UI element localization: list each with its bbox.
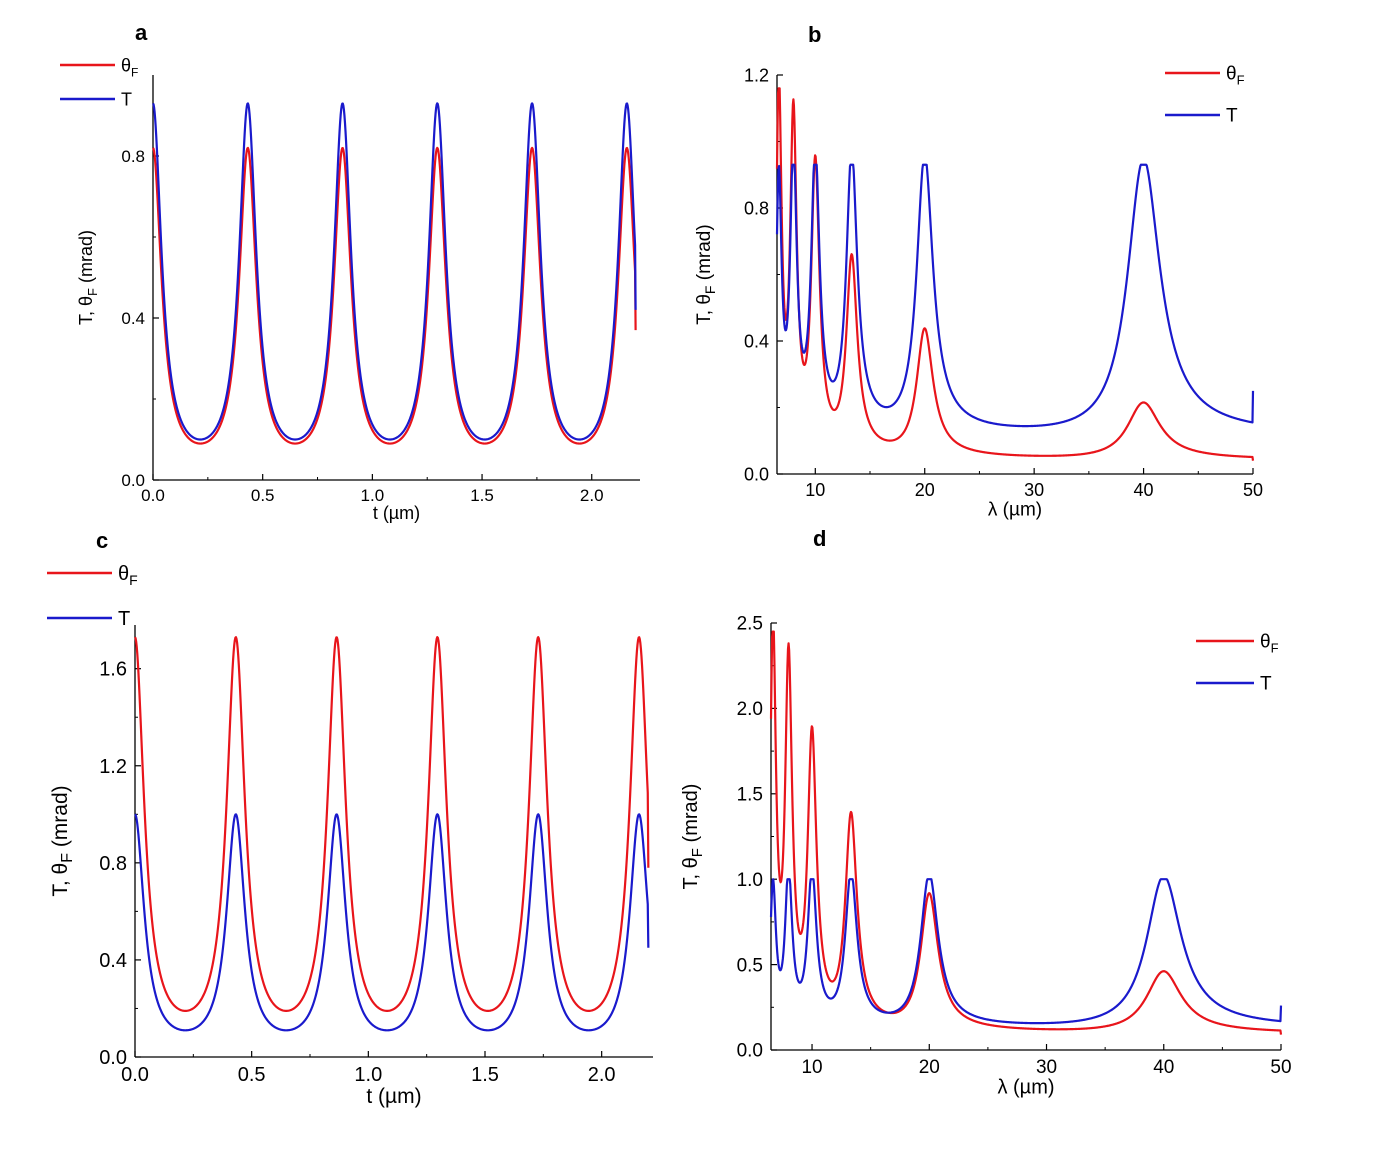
x-axis-title: t (µm) <box>373 503 420 523</box>
y-tick-label: 0.4 <box>121 309 145 328</box>
series-line-theta-f <box>769 630 1283 1035</box>
y-tick-label: 0.8 <box>121 147 145 166</box>
panel-a: a 0.0 0.4 0.8 0.0 0.5 1.0 1.5 2.0 t (µm) T, θF (mr… <box>60 20 640 523</box>
series-line-theta-f <box>775 87 1255 461</box>
x-axis-title: t (µm) <box>366 1085 421 1108</box>
y-axis-title-prefix: T, θ <box>49 863 72 897</box>
x-tick-label: 10 <box>801 1057 822 1078</box>
y-tick-label: 1.0 <box>737 870 763 891</box>
series-line-t <box>134 813 650 1032</box>
y-axis-title-suffix: (mrad) <box>694 224 715 285</box>
y-axis-title: T, θF (mrad) <box>694 224 718 324</box>
legend-label-t: T <box>118 608 130 630</box>
x-axis-title: λ (µm) <box>997 1077 1054 1099</box>
y-axis-title-sub: F <box>689 848 706 857</box>
x-tick-label: 2.0 <box>580 486 604 505</box>
y-tick-label: 2.0 <box>737 699 763 720</box>
x-tick-label: 30 <box>1036 1057 1057 1078</box>
x-tick-label: 1.0 <box>354 1064 382 1086</box>
x-tick-label: 50 <box>1270 1057 1291 1078</box>
series-line-t <box>152 102 637 441</box>
y-axis-title-prefix: T, θ <box>76 296 96 325</box>
legend-label-theta-f: θF <box>121 55 138 79</box>
series-line-theta-f <box>134 636 650 1012</box>
legend-label-theta-f: θF <box>1226 64 1245 88</box>
y-tick-label: 0.8 <box>99 853 127 875</box>
panel-letter-b: b <box>808 22 821 47</box>
y-axis-title-suffix: (mrad) <box>76 230 96 288</box>
y-tick-label: 0.5 <box>737 955 763 976</box>
x-tick-label: 0.5 <box>251 486 275 505</box>
x-tick-label: 30 <box>1024 480 1044 500</box>
y-axis-title-prefix: T, θ <box>680 857 702 889</box>
legend-label-theta-f: θF <box>118 563 138 588</box>
legend-label-theta-f: θF <box>1260 632 1279 656</box>
y-tick-label: 1.2 <box>99 756 127 778</box>
series-line-theta-f <box>152 146 637 445</box>
panel-letter-d: d <box>813 526 826 551</box>
y-axis-title-sub: F <box>85 288 100 296</box>
x-tick-label: 0.0 <box>141 486 165 505</box>
x-tick-label: 40 <box>1134 480 1154 500</box>
y-tick-label: 0.0 <box>737 1041 763 1062</box>
x-tick-label: 1.0 <box>361 486 385 505</box>
x-axis-title: λ (µm) <box>988 499 1042 520</box>
series-line-t <box>769 878 1283 1025</box>
x-tick-label: 0.5 <box>238 1064 266 1086</box>
y-tick-label: 0.0 <box>99 1047 127 1069</box>
x-tick-label: 1.5 <box>470 486 494 505</box>
y-tick-label: 0.4 <box>744 331 769 351</box>
x-tick-label: 2.0 <box>588 1064 616 1086</box>
panel-b: b 0.0 0.4 0.8 1.2 10 20 30 40 50 λ (µm) T, θF (mrad… <box>694 22 1263 520</box>
panel-c: c 0.0 0.4 0.8 1.2 1.6 0.0 0.5 1.0 1.5 2.0 t (µm) T, … <box>47 528 653 1108</box>
y-axis-title-sub: F <box>702 286 718 295</box>
y-axis-title-prefix: T, θ <box>694 294 715 325</box>
x-tick-label: 40 <box>1153 1057 1174 1078</box>
y-axis-title: T, θF (mrad) <box>680 784 706 890</box>
y-tick-label: 2.5 <box>737 614 763 635</box>
y-tick-label: 0.8 <box>744 198 769 218</box>
y-axis-title: T, θF (mrad) <box>49 785 76 896</box>
y-tick-label: 0.0 <box>744 464 769 484</box>
legend-label-t: T <box>1226 106 1238 127</box>
y-tick-label: 1.6 <box>99 659 127 681</box>
y-tick-label: 0.4 <box>99 950 127 972</box>
legend-label-t: T <box>121 89 132 109</box>
panel-d: d 0.0 0.5 1.0 1.5 2.0 2.5 10 20 30 40 50 λ (µm) T, θF… <box>680 526 1292 1099</box>
panel-letter-c: c <box>96 528 108 553</box>
y-tick-label: 1.5 <box>737 784 763 805</box>
series-line-t <box>775 163 1255 428</box>
x-tick-label: 10 <box>805 480 825 500</box>
y-axis-title-suffix: (mrad) <box>49 785 72 853</box>
y-tick-label: 1.2 <box>744 65 769 85</box>
x-tick-label: 0.0 <box>121 1064 149 1086</box>
y-tick-label: 0.0 <box>121 471 145 490</box>
x-tick-label: 50 <box>1243 480 1263 500</box>
y-axis-title-sub: F <box>59 853 76 863</box>
legend-label-t: T <box>1260 674 1272 695</box>
x-tick-label: 20 <box>919 1057 940 1078</box>
y-axis-title: T, θF (mrad) <box>76 230 100 325</box>
x-tick-label: 20 <box>915 480 935 500</box>
y-axis-title-suffix: (mrad) <box>680 784 702 848</box>
panel-letter-a: a <box>135 20 148 45</box>
x-tick-label: 1.5 <box>471 1064 499 1086</box>
